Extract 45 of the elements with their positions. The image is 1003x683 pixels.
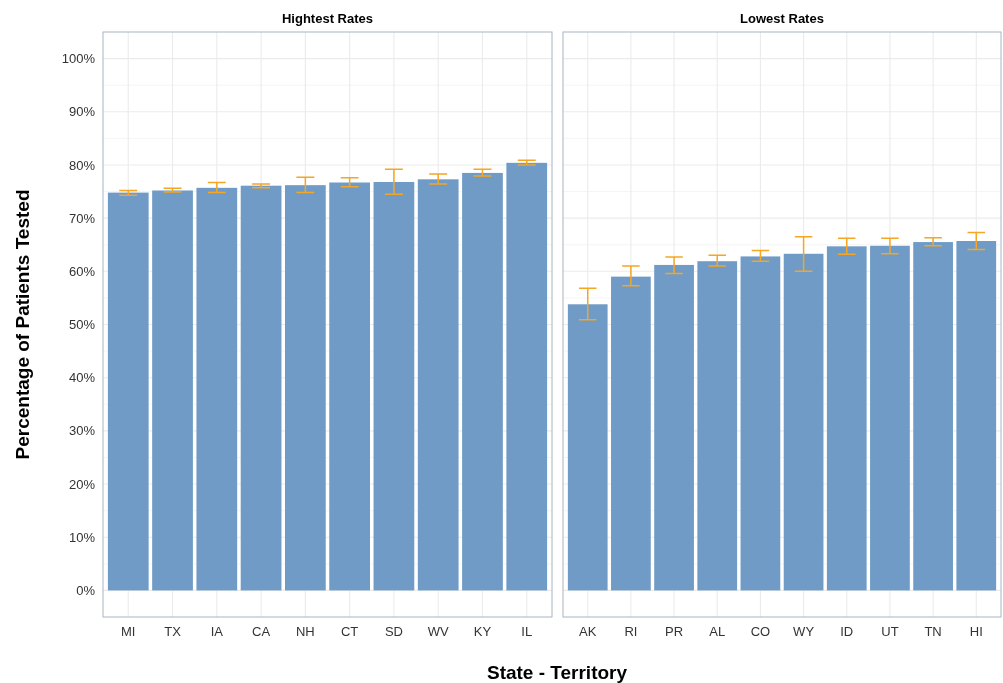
x-tick-label: MI <box>121 624 136 639</box>
y-tick-label: 30% <box>68 423 96 439</box>
bar <box>913 242 953 591</box>
y-tick-label: 10% <box>68 529 96 545</box>
x-tick-label: TX <box>164 624 182 639</box>
y-tick-label: 0% <box>76 582 96 598</box>
x-tick-label: CO <box>750 624 771 639</box>
y-tick-label: 70% <box>68 210 96 226</box>
bar <box>956 241 997 591</box>
bar <box>697 261 738 591</box>
x-tick-label: PR <box>665 624 684 639</box>
x-tick-label: IL <box>521 624 533 639</box>
bar <box>740 256 781 591</box>
x-tick-label: WY <box>793 624 815 639</box>
x-tick-label: TN <box>924 624 942 639</box>
x-tick-label: IA <box>210 624 224 639</box>
x-tick-label: CA <box>252 624 271 639</box>
bar <box>654 264 694 591</box>
bar <box>826 246 867 591</box>
x-tick-label: NH <box>295 624 315 639</box>
x-tick-label: AK <box>579 624 597 639</box>
y-axis-title: Percentage of Patients Tested <box>12 189 33 460</box>
x-tick-label: AL <box>709 624 726 639</box>
y-tick-label: 40% <box>68 370 96 386</box>
y-tick-label: 50% <box>68 317 96 333</box>
bar <box>870 245 910 591</box>
x-tick-label: CT <box>340 624 359 639</box>
x-tick-label: UT <box>881 624 899 639</box>
x-axis-title: State - Territory <box>486 662 628 683</box>
chart-title: Lowest Rates <box>740 11 824 26</box>
bar <box>611 276 651 591</box>
y-tick-label: 60% <box>68 263 96 279</box>
x-tick-label: WV <box>427 624 449 639</box>
x-tick-label: ID <box>840 624 854 639</box>
x-tick-label: SD <box>384 624 403 639</box>
x-tick-label: RI <box>624 624 638 639</box>
y-tick-label: 100% <box>61 51 96 67</box>
y-tick-label: 20% <box>68 476 96 492</box>
bar <box>567 304 608 591</box>
chart-title: Hightest Rates <box>281 11 374 26</box>
x-tick-label: KY <box>473 624 492 639</box>
y-tick-label: 90% <box>68 104 96 120</box>
y-tick-label: 80% <box>68 157 96 173</box>
x-tick-label: HI <box>969 624 983 639</box>
bar <box>783 253 824 591</box>
